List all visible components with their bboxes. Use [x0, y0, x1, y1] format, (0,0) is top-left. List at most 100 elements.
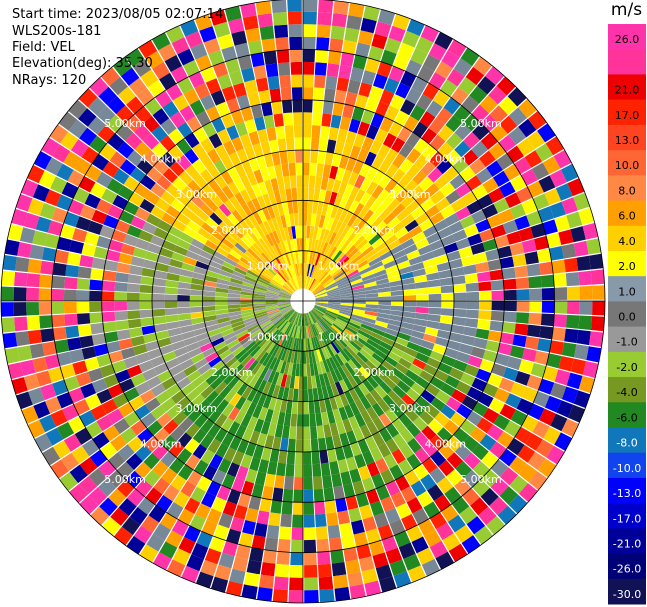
velocity-gate	[345, 456, 358, 471]
velocity-gate	[310, 137, 320, 151]
velocity-gate	[363, 281, 377, 288]
velocity-gate	[284, 214, 291, 228]
velocity-gate	[349, 145, 361, 160]
velocity-gate	[436, 107, 453, 125]
velocity-gate	[413, 463, 429, 480]
velocity-gate	[267, 327, 278, 339]
velocity-gate	[338, 406, 349, 421]
velocity-gate	[124, 411, 141, 427]
velocity-gate	[168, 145, 184, 161]
velocity-gate	[289, 251, 295, 265]
velocity-gate	[89, 182, 107, 199]
velocity-gate	[463, 326, 477, 337]
velocity-gate	[350, 281, 364, 288]
velocity-gate	[303, 200, 308, 214]
velocity-gate	[202, 244, 216, 256]
velocity-gate	[243, 316, 257, 324]
velocity-gate	[106, 178, 124, 195]
velocity-gate	[363, 314, 377, 321]
velocity-gate	[216, 317, 231, 324]
velocity-gate	[425, 204, 440, 219]
velocity-gate	[310, 251, 316, 265]
velocity-gate	[316, 269, 326, 281]
velocity-gate	[96, 415, 114, 432]
velocity-gate	[396, 260, 411, 270]
velocity-gate	[229, 314, 243, 321]
velocity-gate	[415, 352, 430, 364]
velocity-gate	[285, 309, 295, 320]
velocity-gate	[328, 232, 337, 245]
velocity-gate	[153, 362, 169, 376]
velocity-gate	[323, 190, 332, 204]
velocity-gate	[200, 137, 215, 154]
velocity-gate	[303, 502, 315, 515]
colorbar-tick-label: 10.0	[615, 159, 640, 172]
velocity-gate	[336, 420, 346, 435]
velocity-gate	[173, 245, 188, 256]
velocity-gate	[455, 237, 471, 250]
velocity-gate	[75, 216, 92, 232]
velocity-gate	[298, 376, 303, 390]
velocity-gate	[343, 183, 354, 198]
velocity-gate	[366, 488, 380, 505]
colorbar-bin	[608, 326, 646, 353]
velocity-gate	[390, 94, 405, 110]
velocity-gate	[108, 350, 124, 364]
velocity-gate	[315, 302, 328, 307]
velocity-gate	[111, 360, 127, 374]
velocity-gate	[331, 13, 348, 28]
velocity-gate	[449, 367, 464, 381]
velocity-gate	[127, 364, 143, 378]
velocity-gate	[130, 216, 146, 230]
velocity-gate	[76, 290, 90, 301]
velocity-gate	[527, 451, 546, 471]
velocity-gate	[231, 345, 245, 357]
velocity-gate	[286, 281, 296, 292]
velocity-gate	[374, 220, 387, 234]
velocity-gate	[226, 253, 240, 264]
velocity-gate	[104, 259, 119, 272]
velocity-gate	[330, 369, 339, 384]
velocity-gate	[387, 351, 402, 363]
velocity-gate	[327, 291, 340, 296]
velocity-gate	[295, 338, 300, 352]
velocity-gate	[374, 128, 388, 144]
velocity-gate	[401, 393, 416, 408]
velocity-gate	[270, 410, 280, 425]
velocity-gate	[227, 376, 240, 390]
colorbar-tick-label: -13.0	[613, 487, 641, 500]
velocity-gate	[385, 423, 400, 438]
velocity-gate	[489, 320, 504, 332]
velocity-gate	[326, 344, 335, 357]
velocity-gate	[337, 237, 348, 250]
velocity-gate	[101, 398, 118, 415]
velocity-gate	[363, 5, 380, 22]
velocity-gate	[266, 127, 277, 141]
velocity-gate	[146, 375, 162, 390]
velocity-gate	[459, 419, 477, 435]
velocity-gate	[328, 127, 339, 141]
velocity-gate	[276, 462, 286, 477]
velocity-gate	[293, 238, 298, 252]
velocity-gate	[178, 319, 193, 328]
velocity-gate	[262, 207, 272, 221]
velocity-gate	[361, 226, 374, 239]
velocity-gate	[129, 265, 143, 276]
velocity-gate	[267, 287, 280, 294]
velocity-gate	[197, 227, 212, 240]
velocity-gate	[329, 265, 341, 276]
velocity-gate	[586, 346, 602, 363]
velocity-gate	[172, 94, 189, 112]
velocity-gate	[227, 166, 240, 182]
velocity-gate	[325, 330, 335, 342]
velocity-gate	[246, 200, 257, 214]
velocity-gate	[339, 392, 350, 407]
velocity-gate	[287, 200, 294, 215]
velocity-gate	[209, 332, 223, 342]
velocity-gate	[478, 301, 492, 311]
velocity-gate	[221, 155, 234, 171]
velocity-gate	[277, 347, 285, 360]
velocity-gate	[339, 287, 353, 293]
velocity-gate	[265, 355, 275, 369]
velocity-gate	[526, 130, 546, 150]
